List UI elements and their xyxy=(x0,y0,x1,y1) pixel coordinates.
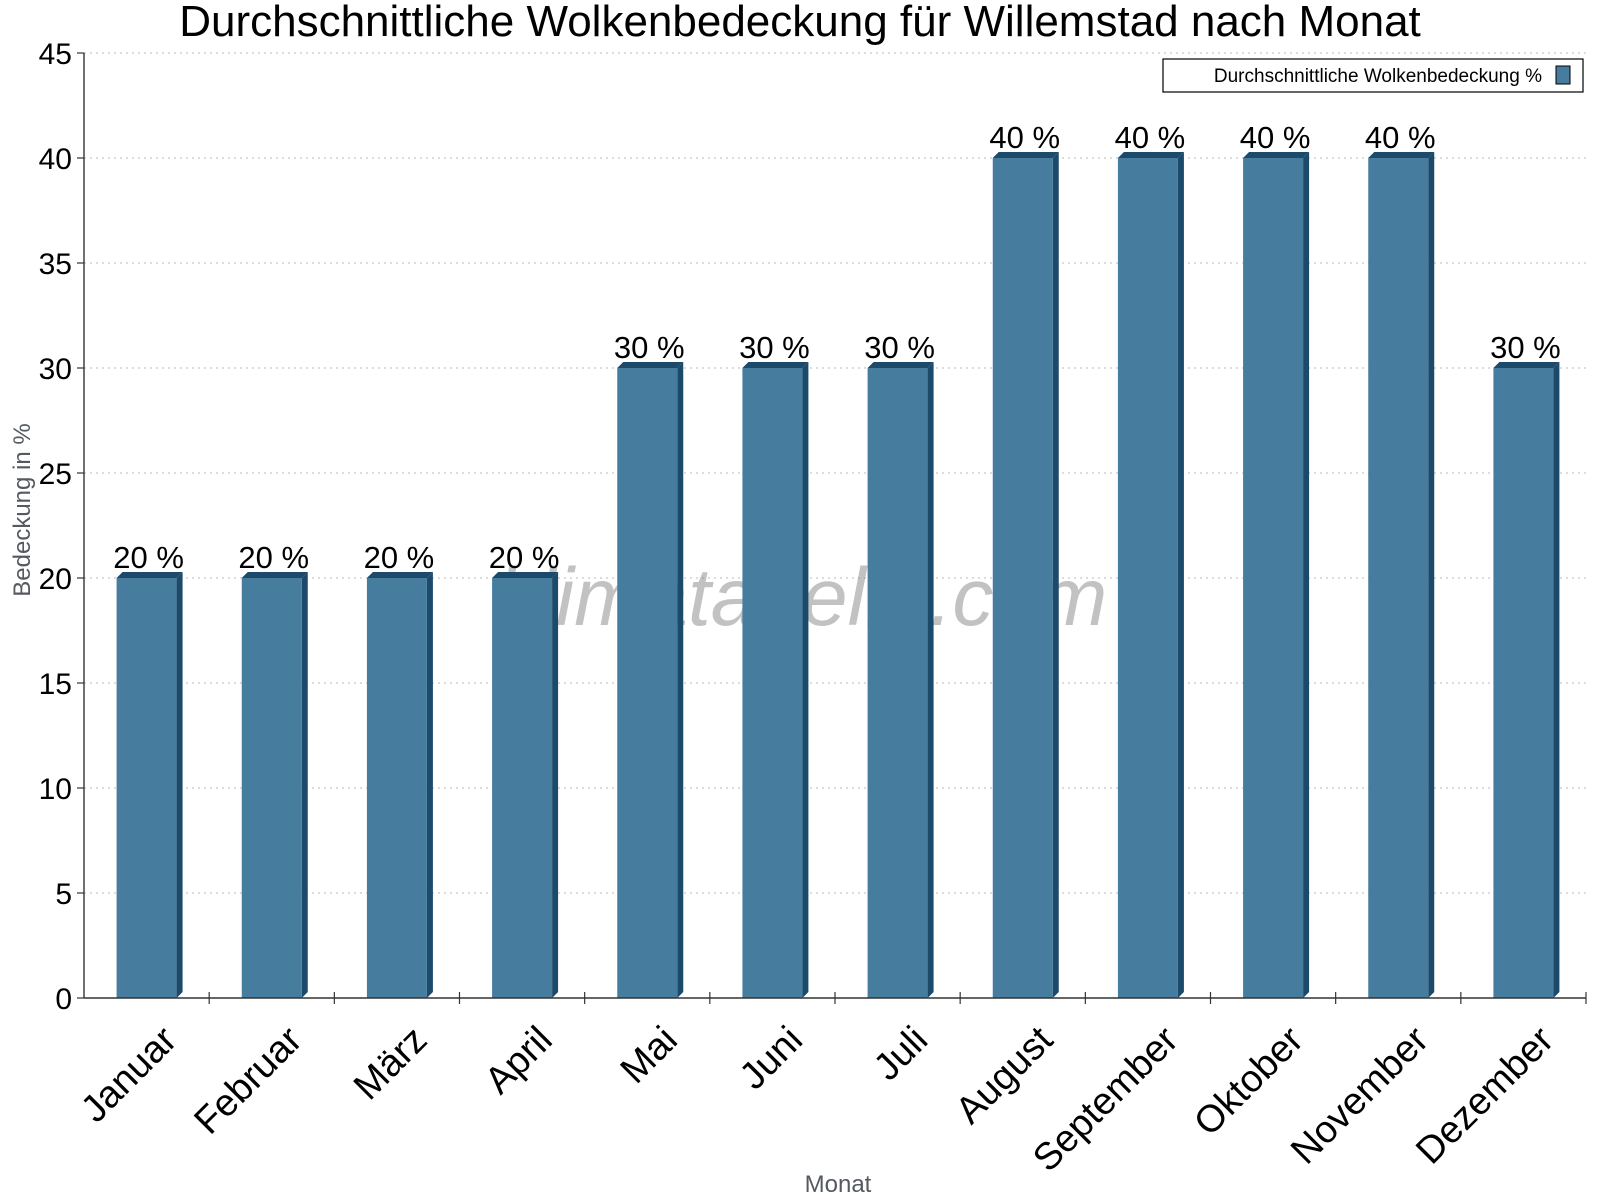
x-tick-label: Oktober xyxy=(1186,1019,1312,1145)
chart-title: Durchschnittliche Wolkenbedeckung für Wi… xyxy=(179,0,1421,46)
bar-face xyxy=(366,578,427,998)
bar-face xyxy=(742,368,803,998)
bar-side xyxy=(301,572,308,998)
bar-side xyxy=(1553,362,1560,998)
data-label: 30 % xyxy=(1490,330,1561,365)
x-tick-label: August xyxy=(948,1019,1062,1133)
legend-swatch xyxy=(1555,65,1571,85)
data-labels: 20 % 20 % 20 % 20 % 30 % 30 % 30 % 40 % 40 % 40 %… xyxy=(113,120,1561,575)
bar-top xyxy=(617,362,684,368)
bar xyxy=(1493,362,1560,998)
bar-side xyxy=(677,362,684,998)
bar-top xyxy=(116,572,183,578)
bar-top xyxy=(1493,362,1560,368)
bar-face xyxy=(617,368,678,998)
data-label: 40 % xyxy=(989,120,1060,155)
legend-box xyxy=(1162,58,1584,93)
bar-top xyxy=(992,152,1059,158)
bar xyxy=(742,362,809,998)
bar xyxy=(241,572,308,998)
bar xyxy=(366,572,433,998)
y-tick-label: 0 xyxy=(55,983,72,1016)
bar-side xyxy=(1303,152,1310,998)
x-tick-label: April xyxy=(477,1019,560,1102)
bar xyxy=(1368,152,1435,998)
x-tick-label: März xyxy=(346,1019,435,1108)
data-label: 20 % xyxy=(113,540,184,575)
y-tick-label: 45 xyxy=(39,38,72,71)
bar-series xyxy=(116,152,1560,998)
data-label: 40 % xyxy=(1115,120,1186,155)
bar-face xyxy=(1368,158,1429,998)
data-label: 20 % xyxy=(238,540,309,575)
y-tick-label: 25 xyxy=(39,458,72,491)
data-label: 20 % xyxy=(489,540,560,575)
grid-lines xyxy=(84,52,1586,894)
bar-side xyxy=(1052,152,1059,998)
y-tick-labels: 0 5 10 15 20 25 30 35 40 45 xyxy=(39,38,72,1016)
bar xyxy=(116,572,183,998)
bar-side xyxy=(927,362,934,998)
bar xyxy=(992,152,1059,998)
bar-top xyxy=(241,572,308,578)
bar-top xyxy=(867,362,934,368)
bar xyxy=(1117,152,1184,998)
bar-side xyxy=(1428,152,1435,998)
data-label: 30 % xyxy=(739,330,810,365)
axes xyxy=(77,52,1587,1004)
legend-series-label: Durchschnittliche Wolkenbedeckung % xyxy=(1214,66,1542,87)
data-label: 40 % xyxy=(1240,120,1311,155)
data-label: 30 % xyxy=(614,330,685,365)
legend: Durchschnittliche Wolkenbedeckung % xyxy=(1162,58,1584,93)
data-label: 30 % xyxy=(864,330,935,365)
y-tick-label: 40 xyxy=(39,143,72,176)
y-tick-label: 20 xyxy=(39,563,72,596)
x-tick-label: Mai xyxy=(613,1019,686,1092)
bar xyxy=(1243,152,1310,998)
y-tick-label: 15 xyxy=(39,668,72,701)
bar-top xyxy=(366,572,433,578)
bar-side xyxy=(176,572,183,998)
bar-face xyxy=(241,578,302,998)
x-tick-label: Juli xyxy=(866,1019,936,1089)
x-tick-label: Februar xyxy=(186,1019,310,1143)
bar-face xyxy=(992,158,1053,998)
bar-top xyxy=(1117,152,1184,158)
x-tick-labels: Januar Februar März April Mai Juni Juli AugustS… xyxy=(73,1019,1562,1180)
bar-top xyxy=(1368,152,1435,158)
bar-face xyxy=(1117,158,1178,998)
bar-top xyxy=(492,572,559,578)
bar-face xyxy=(1243,158,1304,998)
bar-face xyxy=(492,578,553,998)
bar-top xyxy=(1243,152,1310,158)
y-tick-label: 30 xyxy=(39,353,72,386)
bar-side xyxy=(802,362,809,998)
bar xyxy=(617,362,684,998)
bar xyxy=(867,362,934,998)
bar-side xyxy=(426,572,433,998)
x-tick-label: Januar xyxy=(73,1019,185,1131)
bar-face xyxy=(116,578,177,998)
y-tick-label: 35 xyxy=(39,248,72,281)
data-label: 20 % xyxy=(364,540,435,575)
x-tick-label: Dezember xyxy=(1408,1019,1562,1173)
bar-side xyxy=(1177,152,1184,998)
y-tick-label: 10 xyxy=(39,773,72,806)
bar-face xyxy=(867,368,928,998)
bar-top xyxy=(742,362,809,368)
x-tick-label: Juni xyxy=(732,1019,811,1098)
data-label: 40 % xyxy=(1365,120,1436,155)
bar xyxy=(492,572,559,998)
y-tick-label: 5 xyxy=(55,878,72,911)
y-axis-label: Bedeckung in % xyxy=(9,423,36,596)
bar-side xyxy=(552,572,559,998)
x-axis-label: Monat xyxy=(805,1171,872,1198)
bar-face xyxy=(1493,368,1554,998)
